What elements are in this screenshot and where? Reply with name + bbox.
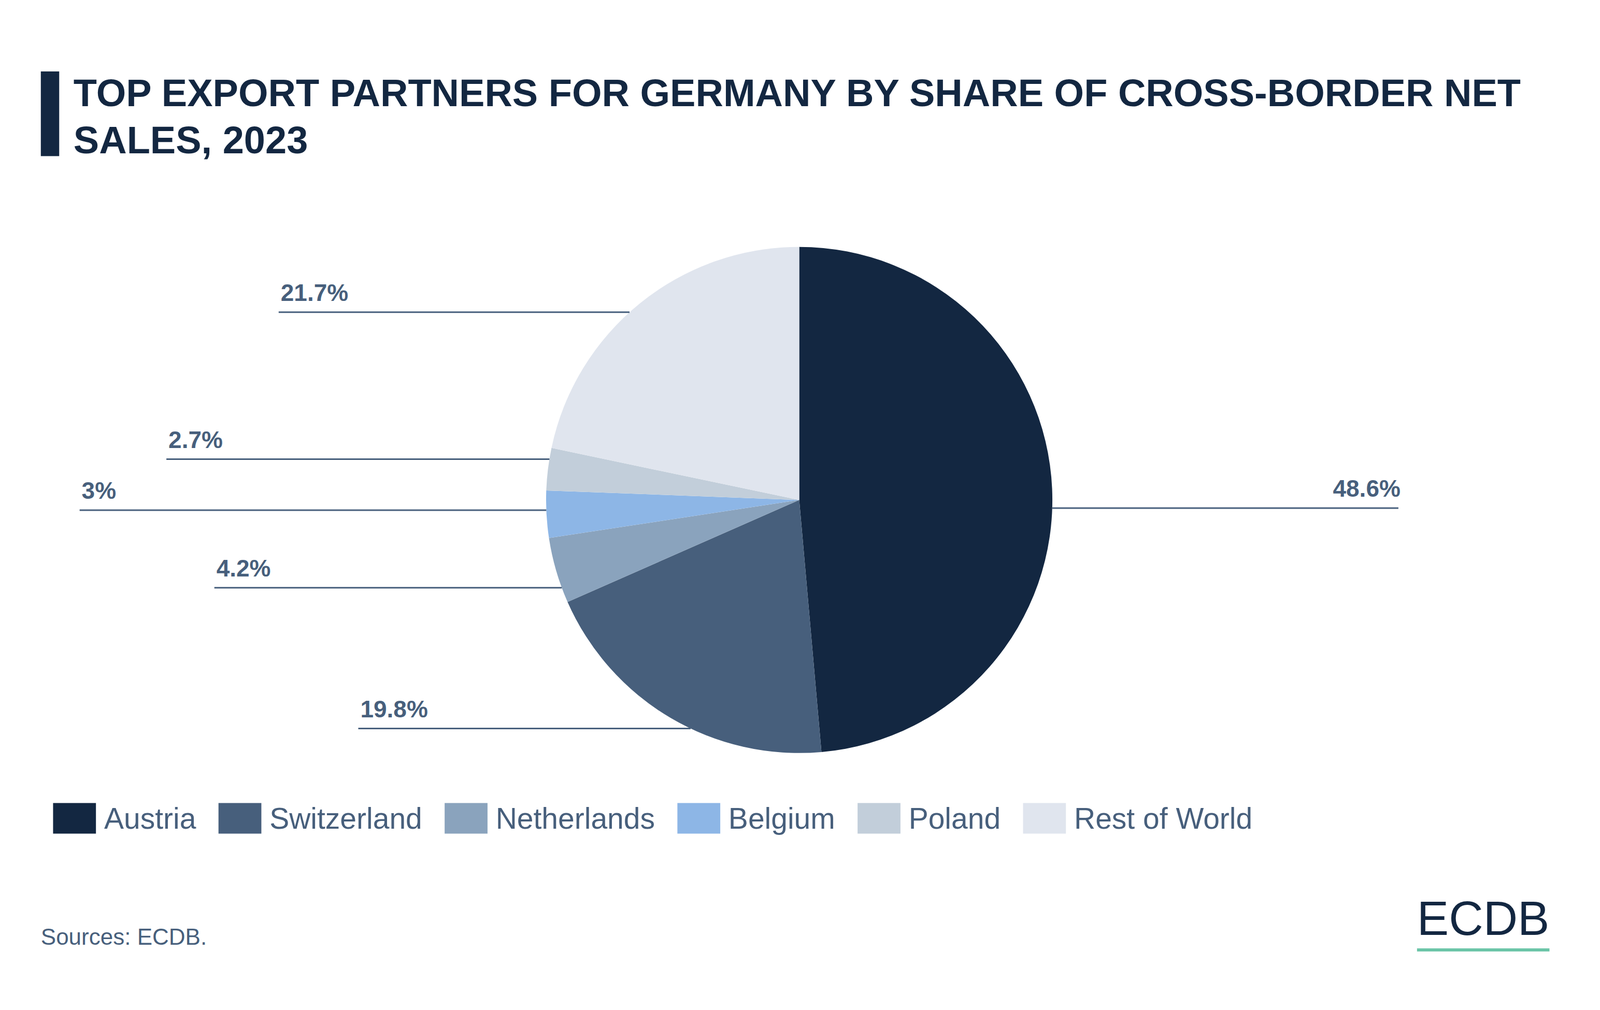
legend-swatch [218,803,262,834]
data-label: 3% [81,477,117,505]
leader-line [214,587,563,589]
legend-label: Rest of World [1074,802,1253,836]
leader-line [79,509,547,512]
source: Sources: ECDB. [40,924,207,950]
legend-swatch [857,803,901,834]
legend-swatch [52,803,96,834]
data-label: 48.6% [1332,475,1400,503]
legend-label: Netherlands [495,802,655,836]
chart-title-line: SALES, 2023 [73,118,308,162]
logo: ECDB [1417,892,1550,946]
data-label: 2.7% [168,426,223,454]
title-bar [40,71,60,157]
legend-swatch [1022,803,1066,834]
legend-label: Switzerland [269,802,423,836]
chart-title-line: TOP EXPORT PARTNERS FOR GERMANY BY SHARE… [73,71,1521,115]
pie-slice [799,247,1053,753]
data-labels: 48.6% 19.8% 4.2% 3% 2.7% 21.7% [79,279,1401,729]
legend: Austria Switzerland Netherlands Belgium Pola… [52,802,1253,836]
chart-root: TOP EXPORT PARTNERS FOR GERMANY BY SHARE… [0,0,1600,1010]
leader-line [166,458,550,461]
legend-label: Austria [104,802,197,836]
pie [546,247,1053,754]
leader-line [358,727,691,730]
data-label: 4.2% [216,554,271,582]
pie-slice [551,247,799,501]
legend-swatch [677,803,721,834]
data-label: 19.8% [360,695,428,723]
chart-title: TOP EXPORT PARTNERS FOR GERMANY BY SHARE… [73,71,1521,162]
legend-label: Poland [908,802,1002,836]
leader-line [1052,507,1399,510]
logo-underline [1417,948,1550,952]
leader-line [278,311,630,313]
legend-label: Belgium [728,802,836,836]
data-label: 21.7% [280,279,349,307]
legend-swatch [444,803,488,834]
